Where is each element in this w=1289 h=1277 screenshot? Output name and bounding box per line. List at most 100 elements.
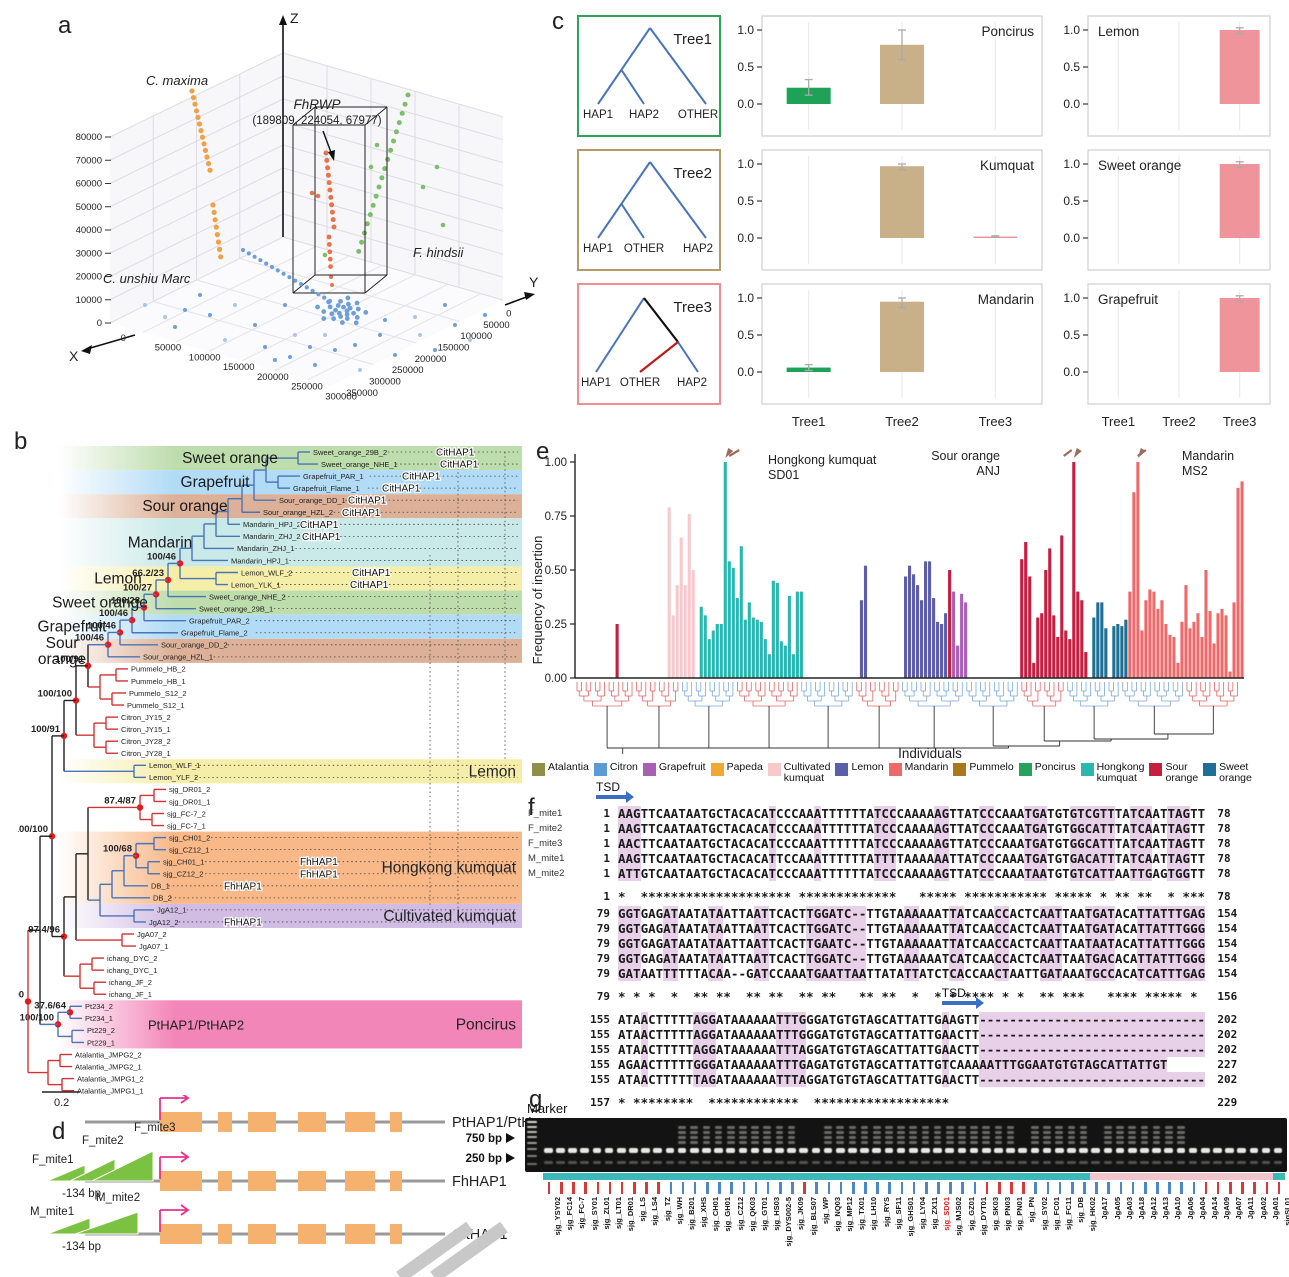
row-start-number: 155 <box>590 1073 610 1086</box>
legend-swatch <box>1203 763 1217 776</box>
legend-item: Sweet orange <box>1203 762 1252 784</box>
ladder-band <box>1140 1141 1149 1144</box>
scale-bar-label: 0.2 <box>54 1097 69 1109</box>
mite-label: F_mite3 <box>134 1122 176 1134</box>
pcr-band <box>1200 1148 1210 1153</box>
pcr-band <box>1006 1148 1015 1153</box>
support-value: 100/28 <box>111 596 140 607</box>
lane-tick <box>1131 1182 1135 1194</box>
ladder-band <box>945 1131 954 1134</box>
haplotype-cap: FhHAP1 <box>300 869 338 880</box>
lane-tick <box>608 1182 612 1194</box>
x-axis-label: Individuals <box>898 746 962 760</box>
alignment-row-name: F_mite1 <box>528 808 563 819</box>
ladder-band <box>1104 1136 1112 1139</box>
ladder-band <box>836 1126 845 1129</box>
lane-label: sjg_MJS02 <box>954 1197 964 1236</box>
legend-item: Cultivated kumquat <box>767 762 830 784</box>
z-tick: 40000 <box>76 225 102 236</box>
ytick: 0.5 <box>1063 328 1080 342</box>
ladder-band <box>970 1126 978 1129</box>
pcr-band <box>884 1148 894 1153</box>
tsd-arrow-icon <box>596 795 626 799</box>
x-tick: 200000 <box>257 372 289 383</box>
support-value: 100/91 <box>31 724 61 735</box>
xtick: Tree1 <box>1102 414 1135 429</box>
tree-leaf: HAP1 <box>583 109 613 121</box>
lane-label: sjg_GZ01 <box>966 1197 976 1231</box>
annotation-text: Sour orange <box>931 449 1000 463</box>
ladder-band <box>763 1141 772 1144</box>
lane-tick <box>1070 1182 1074 1194</box>
z-tick: 20000 <box>76 272 102 283</box>
ladder-band <box>1031 1126 1039 1129</box>
series-label-c-maxima: C. maxima <box>146 73 208 88</box>
ladder-band <box>1055 1141 1064 1144</box>
lane-label: sjg_GT01 <box>759 1197 769 1231</box>
annotation-text: Mandarin <box>1182 449 1234 463</box>
panel-b-label: b <box>14 428 28 455</box>
tsd-label: TSD <box>941 986 966 1000</box>
ladder-band <box>945 1136 954 1139</box>
taxon-label: sjg_DR01_2 <box>169 785 210 794</box>
row-end-number: 154 <box>1217 952 1238 965</box>
lane-label: JgA04 <box>1197 1197 1207 1220</box>
legend-swatch <box>642 763 656 776</box>
ladder-band <box>933 1141 942 1144</box>
row-start-number: 155 <box>590 1043 610 1056</box>
lane-label: JgA11 <box>1246 1197 1256 1220</box>
row-end-number: 227 <box>1217 1058 1238 1071</box>
ladder-band <box>1079 1131 1088 1134</box>
lane-label: sjg_WP <box>820 1197 830 1225</box>
sequence-row: GGTGAGATAATATAATTAATTCACTTGGATC--TTGTAAA… <box>618 906 1206 921</box>
support-value: 100/91 <box>55 654 85 665</box>
ladder-band <box>885 1141 893 1144</box>
ladder-band <box>763 1136 772 1139</box>
row-start-number: 79 <box>596 952 610 965</box>
lane-tick <box>997 1182 1001 1194</box>
lane-tick <box>864 1182 867 1194</box>
haplotype-cap: CitHAP1 <box>352 568 391 579</box>
lane-tick <box>1034 1182 1038 1194</box>
lane-label: JgA12 <box>1149 1197 1159 1220</box>
clade-label: Grapefruit <box>181 474 251 491</box>
legend-swatch <box>767 763 781 776</box>
ladder-band <box>1152 1126 1161 1129</box>
ladder-band <box>824 1141 832 1144</box>
lane-tick <box>645 1182 648 1194</box>
ladder-band <box>860 1131 869 1134</box>
ytick: 1.0 <box>1063 291 1080 305</box>
sequence-row: AAGTTCAATAATGCTACACATCCCAAATTTTTTATCCCAA… <box>618 806 1206 821</box>
taxon-label: Sour_orange_DD_1 <box>279 496 346 505</box>
ladder-band <box>690 1131 699 1134</box>
size-arrow-icon <box>506 1153 515 1163</box>
lane-tick <box>547 1182 551 1194</box>
lane-tick <box>1143 1182 1147 1194</box>
row-start-number: 1 <box>603 837 610 850</box>
taxon-label: JgA12_2 <box>149 918 179 927</box>
band-label: Poncirus <box>456 1016 517 1033</box>
lane-label: sjg_SD01 <box>942 1197 952 1231</box>
group-underline <box>1272 1173 1285 1180</box>
annotation-text: SD01 <box>768 468 799 482</box>
ladder-band <box>897 1131 905 1134</box>
pcr-band <box>1115 1148 1125 1153</box>
lane-label: sjg_CZ12 <box>735 1197 745 1231</box>
ytick: 0.0 <box>737 97 754 111</box>
phylogenetic-tree: Sweet_orange_29B_2 CitHAP1 Sweet_orange_NH… <box>0 446 522 1109</box>
lane-tick <box>1216 1182 1220 1194</box>
ladder-band <box>726 1141 735 1144</box>
distance-label: -134 bp <box>62 1188 101 1200</box>
legend-label: Sour orange <box>1165 761 1199 784</box>
pcr-band <box>750 1148 760 1153</box>
legend-swatch <box>710 763 724 776</box>
lane-label: sjg_SY01 <box>589 1197 599 1231</box>
ladder-band <box>1043 1136 1051 1139</box>
consensus-start: 157 <box>590 1096 610 1109</box>
z-tick: 30000 <box>76 248 102 259</box>
clade-label: orange <box>38 651 86 668</box>
ytick: 1.00 <box>545 457 567 469</box>
haplotype-cap: FhHAP1 <box>300 857 338 868</box>
legend-item: Lemon <box>835 762 884 776</box>
taxon-label: JgA12_1 <box>157 906 187 915</box>
